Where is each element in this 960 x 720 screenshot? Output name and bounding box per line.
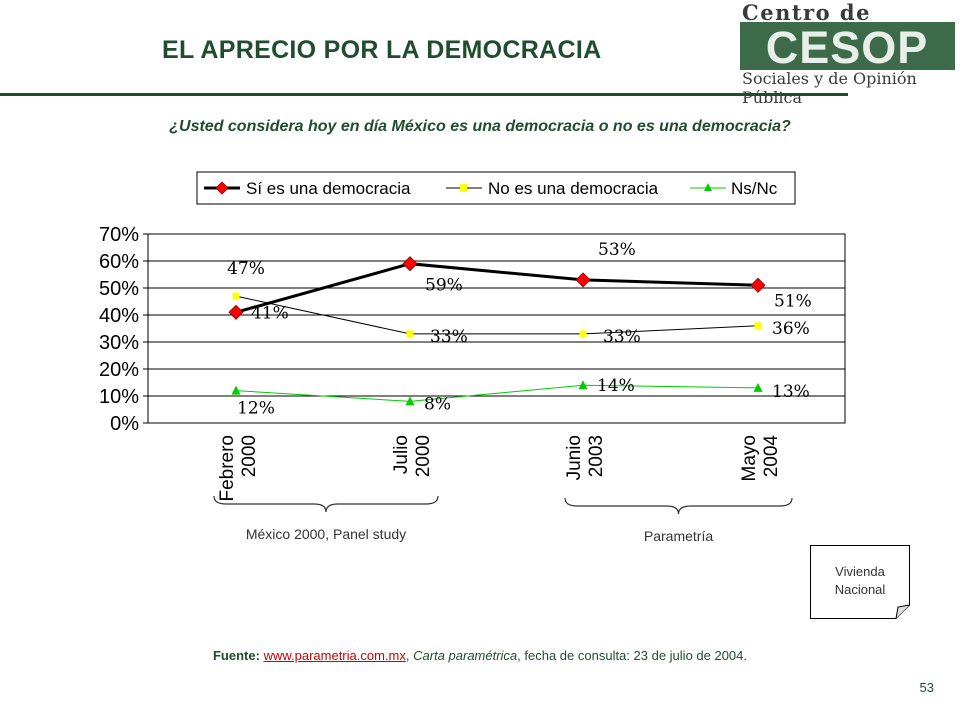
y-tick-label: 50% [99, 278, 139, 300]
y-tick-label: 0% [110, 413, 139, 435]
data-label: 33% [603, 327, 641, 347]
data-point-marker [578, 380, 588, 390]
x-tick-label: Junio 2003 [564, 435, 607, 480]
x-tick-label-line-1: Junio [564, 435, 585, 480]
x-tick-label-line-1: Febrero [217, 435, 238, 502]
data-label: 33% [430, 327, 468, 347]
logo-bottom-text: Sociales y de Opinión Pública [742, 69, 917, 107]
y-tick-label: 10% [99, 386, 139, 408]
group-panel-study-label: México 2000, Panel study [246, 526, 406, 542]
series [228, 256, 766, 406]
data-point-marker [750, 277, 766, 293]
title-rule [0, 93, 848, 96]
data-label: 12% [237, 399, 275, 419]
y-tick-label: 70% [99, 224, 139, 246]
note-line-2: Nacional [835, 582, 886, 597]
data-label: 53% [598, 240, 636, 260]
series-line [235, 262, 759, 314]
category-groups: México 2000, Panel study Parametría [213, 495, 793, 544]
page-number: 53 [919, 680, 934, 695]
legend-marker-no [460, 184, 467, 191]
data-point-marker [753, 382, 763, 392]
x-tick-label-line-2: 2000 [239, 435, 260, 477]
x-tick-label: Julio 2000 [391, 435, 434, 477]
data-point-marker [406, 330, 414, 338]
series-line [235, 295, 759, 335]
data-label: 47% [227, 259, 265, 279]
x-tick-label: Mayo 2004 [739, 435, 782, 482]
source-label: Fuente: [212, 648, 260, 663]
y-tick-label: 30% [99, 332, 139, 354]
data-point-marker [575, 272, 591, 288]
survey-question: ¿Usted considera hoy en día México es un… [169, 118, 791, 135]
data-label: 51% [774, 291, 812, 311]
data-label: 41% [251, 303, 289, 323]
note-line-1: Vivienda [835, 564, 885, 579]
group-panel-study-brace [213, 495, 439, 513]
legend-label-si: Sí es una democracia [246, 179, 411, 198]
legend-label-nsnc: Ns/Nc [731, 179, 778, 198]
series-line [235, 384, 759, 402]
data-label: 13% [772, 382, 810, 402]
data-point-marker [231, 385, 241, 395]
data-point-marker [232, 292, 240, 300]
x-tick-label-line-2: 2004 [761, 435, 782, 478]
source-note: Fuente: www.parametria.com.mx, Carta par… [0, 648, 960, 663]
plot-area [147, 233, 846, 424]
y-tick-label: 20% [99, 359, 139, 381]
y-tick-label: 40% [99, 305, 139, 327]
data-label: 59% [425, 276, 463, 296]
data-point-marker [579, 330, 587, 338]
data-label: 8% [424, 394, 451, 414]
chart-legend: Sí es una democracia No es una democraci… [196, 171, 796, 205]
data-labels: 41% 59% 53% 51% 47% 33% 33% 36% 12% 8% 14% 13% [227, 240, 812, 419]
source-publication: Carta paramétrica [413, 648, 518, 663]
source-link[interactable]: www.parametria.com.mx [263, 648, 406, 663]
legend-label-no: No es una democracia [488, 179, 659, 198]
note-callout: Vivienda Nacional [810, 545, 910, 619]
data-point-marker [228, 304, 244, 320]
data-point-marker [405, 396, 415, 406]
cesop-logo-mark: CESOP [740, 22, 955, 70]
x-tick-label-line-2: 2003 [586, 435, 607, 477]
source-sep: , [405, 648, 410, 663]
data-label: 36% [772, 319, 810, 339]
x-tick-label-line-1: Mayo [739, 435, 760, 481]
data-label: 14% [597, 376, 635, 396]
source-rest: , fecha de consulta: 23 de julio de 2004… [517, 648, 748, 663]
y-tick-labels: 0% 10% 20% 30% 40% 50% 60% 70% [99, 224, 139, 435]
x-tick-label-line-2: 2000 [413, 435, 434, 477]
grid [143, 233, 846, 424]
x-tick-label-line-1: Julio [391, 435, 412, 474]
page-title: EL APRECIO POR LA DEMOCRACIA [162, 36, 602, 64]
x-tick-labels: Febrero 2000 Julio 2000 Junio 2003 Mayo 2004 [217, 435, 782, 502]
y-tick-label: 60% [99, 251, 139, 273]
group-parametria-label: Parametría [644, 528, 713, 544]
data-point-marker [754, 322, 762, 330]
line-chart: Sí es una democracia No es una democraci… [99, 171, 846, 544]
x-tick-label: Febrero 2000 [217, 435, 260, 502]
legend-marker-nsnc [704, 183, 712, 191]
legend-marker-si [215, 181, 229, 195]
group-parametria-brace [564, 497, 793, 515]
data-point-marker [402, 256, 418, 272]
cesop-logo-text: CESOP [766, 22, 929, 70]
